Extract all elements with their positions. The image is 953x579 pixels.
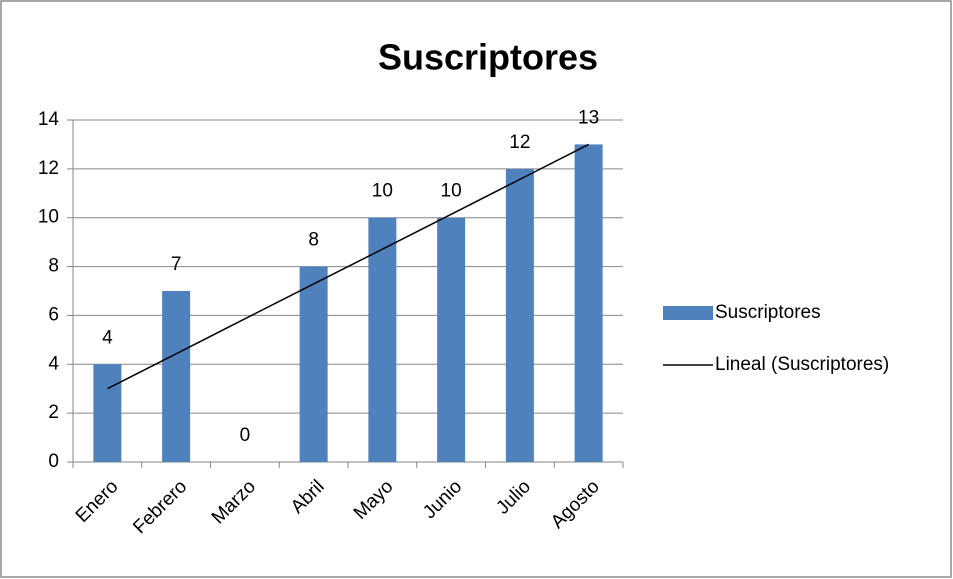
legend-label: Lineal (Suscriptores) [715, 354, 889, 375]
bar [93, 364, 122, 462]
data-label: 8 [308, 230, 319, 251]
data-label: 13 [578, 107, 599, 128]
bar [368, 217, 397, 462]
bar [299, 266, 328, 462]
y-tick-label: 4 [48, 353, 59, 374]
data-label: 7 [171, 254, 182, 275]
chart-title: Suscriptores [378, 37, 598, 78]
y-tick-label: 6 [48, 304, 59, 325]
legend-swatch [663, 306, 713, 320]
y-tick-label: 12 [38, 158, 59, 179]
bar [437, 217, 466, 462]
legend-label: Suscriptores [715, 302, 821, 323]
bar [162, 291, 191, 462]
y-tick-label: 0 [48, 451, 59, 472]
data-label: 0 [240, 425, 251, 446]
y-tick-label: 10 [38, 207, 59, 228]
data-label: 4 [102, 327, 113, 348]
data-label: 10 [372, 181, 393, 202]
trend-line [107, 143, 589, 390]
y-tick-label: 14 [38, 109, 60, 130]
data-label: 10 [441, 181, 462, 202]
y-tick-label: 2 [48, 402, 59, 423]
data-label: 12 [509, 132, 530, 153]
bar [505, 168, 534, 462]
y-tick-label: 8 [48, 256, 59, 277]
bar [574, 144, 603, 462]
